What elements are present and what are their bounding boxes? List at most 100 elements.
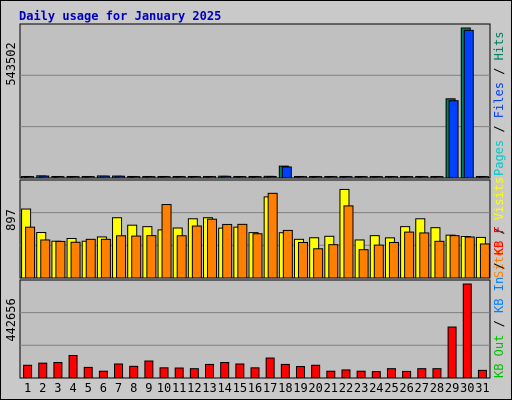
legend-item: Files	[492, 82, 506, 118]
bar-sites	[404, 231, 415, 279]
bar-pages	[72, 176, 80, 179]
x-tick-label: 12	[187, 381, 201, 395]
bar-kbf	[144, 360, 154, 379]
bar-kbf	[371, 371, 381, 379]
bar-sites	[434, 240, 445, 279]
bar-kbf	[386, 368, 396, 379]
x-tick-label: 15	[233, 381, 247, 395]
bar-pages	[391, 176, 398, 179]
bar-pages	[421, 176, 429, 179]
x-tick-label: 7	[115, 381, 122, 395]
bar-sites	[388, 241, 399, 279]
bar-kbf	[311, 364, 321, 379]
bar-sites	[313, 248, 324, 279]
x-tick-label: 24	[369, 381, 383, 395]
x-tick-label: 8	[130, 381, 137, 395]
bar-kbf	[417, 368, 427, 379]
x-tick-label: 2	[39, 381, 46, 395]
x-tick-label: 1	[24, 381, 31, 395]
bar-sites	[70, 241, 81, 279]
bar-kbf	[53, 361, 63, 379]
legend-separator: /	[492, 60, 506, 82]
chart-title: Daily usage for January 2025	[19, 9, 222, 23]
bar-kbf	[129, 365, 139, 379]
x-tick-label: 3	[54, 381, 61, 395]
bar-pages	[269, 176, 277, 179]
bar-kbf	[326, 370, 336, 379]
legend-middle: Sites / Visits	[492, 177, 506, 278]
legend-item: Sites	[492, 242, 506, 278]
x-tick-label: 4	[69, 381, 76, 395]
bar-kbf	[98, 370, 108, 379]
bar-kbf	[114, 363, 124, 379]
bar-pages	[178, 176, 186, 179]
bar-sites	[252, 233, 263, 279]
bar-kbf	[205, 363, 215, 379]
panel-bottom	[19, 279, 491, 379]
bar-pages	[406, 176, 413, 179]
legend-separator: /	[492, 118, 506, 140]
bar-pages	[42, 176, 49, 179]
x-tick-label: 20	[308, 381, 322, 395]
bar-pages	[133, 176, 140, 179]
legend-separator: /	[492, 255, 506, 277]
bar-kbf	[432, 368, 442, 379]
x-tick-label: 27	[415, 381, 429, 395]
bar-sites	[419, 232, 430, 279]
bar-kbf	[68, 354, 78, 379]
x-tick-label: 14	[217, 381, 231, 395]
legend-item: Hits	[492, 31, 506, 60]
legend-item: KB In	[492, 277, 506, 313]
y-max-label-middle: 897	[4, 209, 18, 231]
x-tick-label: 30	[460, 381, 474, 395]
bar-sites	[176, 235, 187, 279]
bar-kbf	[402, 370, 412, 379]
x-tick-label: 10	[157, 381, 171, 395]
bar-pages	[300, 176, 307, 179]
x-tick-label: 5	[85, 381, 92, 395]
bar-kbf	[265, 357, 275, 379]
bar-sites	[25, 226, 36, 279]
bar-sites	[479, 243, 490, 279]
bar-pages	[467, 176, 474, 179]
bar-kbf	[447, 326, 457, 379]
legend-bottom: KB Out / KB In / KB F	[492, 226, 506, 378]
panel-top	[19, 23, 491, 179]
bar-sites	[161, 204, 172, 279]
bar-kbf	[477, 369, 487, 379]
bar-pages	[103, 176, 110, 179]
bar-pages	[87, 176, 95, 179]
bar-sites	[116, 235, 127, 279]
bar-kbf	[220, 361, 230, 379]
bar-pages	[345, 176, 353, 179]
bar-pages	[194, 176, 201, 179]
x-tick-label: 22	[339, 381, 353, 395]
bar-pages	[118, 176, 125, 179]
bar-sites	[343, 205, 354, 279]
bar-pages	[239, 176, 247, 179]
x-tick-label: 29	[445, 381, 459, 395]
bar-kbf	[280, 363, 290, 379]
bar-kbf	[159, 367, 169, 379]
bar-sites	[222, 223, 233, 279]
bar-sites	[237, 223, 248, 279]
bar-files	[448, 100, 459, 179]
y-max-label-bottom: 442656	[4, 298, 18, 341]
bar-kbf	[38, 362, 48, 379]
bar-sites	[267, 192, 278, 279]
x-tick-label: 18	[278, 381, 292, 395]
x-tick-label: 26	[399, 381, 413, 395]
bar-kbf	[235, 363, 245, 379]
bar-sites	[282, 229, 293, 279]
legend-separator: /	[492, 220, 506, 242]
bar-pages	[224, 176, 231, 179]
x-tick-label: 17	[263, 381, 277, 395]
bar-pages	[451, 176, 459, 179]
bar-sites	[85, 238, 96, 279]
bar-pages	[27, 176, 34, 179]
bar-pages	[330, 176, 338, 179]
x-tick-label: 9	[145, 381, 152, 395]
bar-files	[463, 29, 474, 179]
bar-kbf	[83, 366, 93, 379]
